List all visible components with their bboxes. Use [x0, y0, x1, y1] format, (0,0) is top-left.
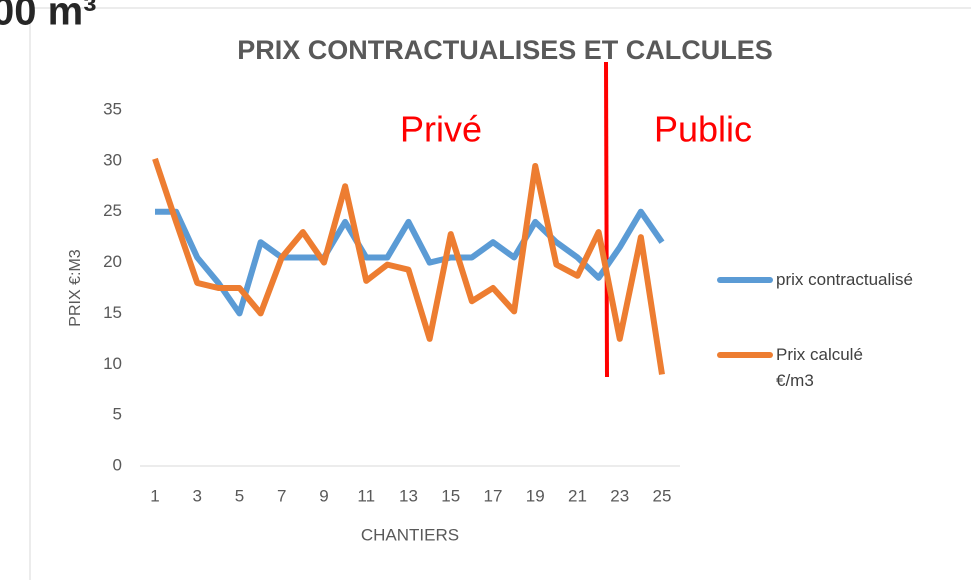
- divider: [604, 61, 609, 378]
- x-tick-label: 7: [277, 486, 286, 505]
- legend-label: prix contractualisé: [776, 270, 914, 289]
- y-tick-label: 30: [103, 150, 122, 169]
- line-series: [155, 208, 665, 317]
- heading-fragment: 00 m³: [0, 0, 97, 34]
- legend-label: Prix calculé €/m3: [776, 345, 863, 390]
- y-tick-label: 15: [103, 303, 122, 322]
- x-tick-label: 9: [319, 486, 328, 505]
- x-tick-label: 25: [653, 486, 672, 505]
- x-tick-label: 17: [484, 486, 503, 505]
- y-tick-label: 0: [113, 455, 122, 474]
- annotation: Privé: [400, 109, 482, 150]
- chart-title: PRIX CONTRACTUALISES ET CALCULES: [237, 35, 773, 65]
- y-tick-label: 10: [103, 354, 122, 373]
- x-tick-label: 13: [399, 486, 418, 505]
- x-tick-label: 5: [235, 486, 244, 505]
- line-series: [152, 157, 665, 375]
- x-tick-label: 1: [150, 486, 159, 505]
- y-tick-label: 35: [103, 99, 122, 118]
- x-tick-label: 15: [441, 486, 460, 505]
- x-tick-label: 11: [357, 486, 375, 505]
- x-tick-label: 19: [526, 486, 545, 505]
- y-tick-label: 25: [103, 201, 122, 220]
- x-axis-label: CHANTIERS: [361, 525, 459, 544]
- annotation: Public: [654, 109, 752, 150]
- y-tick-label: 20: [103, 252, 122, 271]
- x-tick-label: 21: [568, 486, 587, 505]
- y-axis-label: PRIX €:M3: [67, 249, 84, 326]
- x-tick-label: 23: [610, 486, 629, 505]
- y-tick-label: 5: [113, 405, 122, 424]
- x-tick-label: 3: [193, 486, 202, 505]
